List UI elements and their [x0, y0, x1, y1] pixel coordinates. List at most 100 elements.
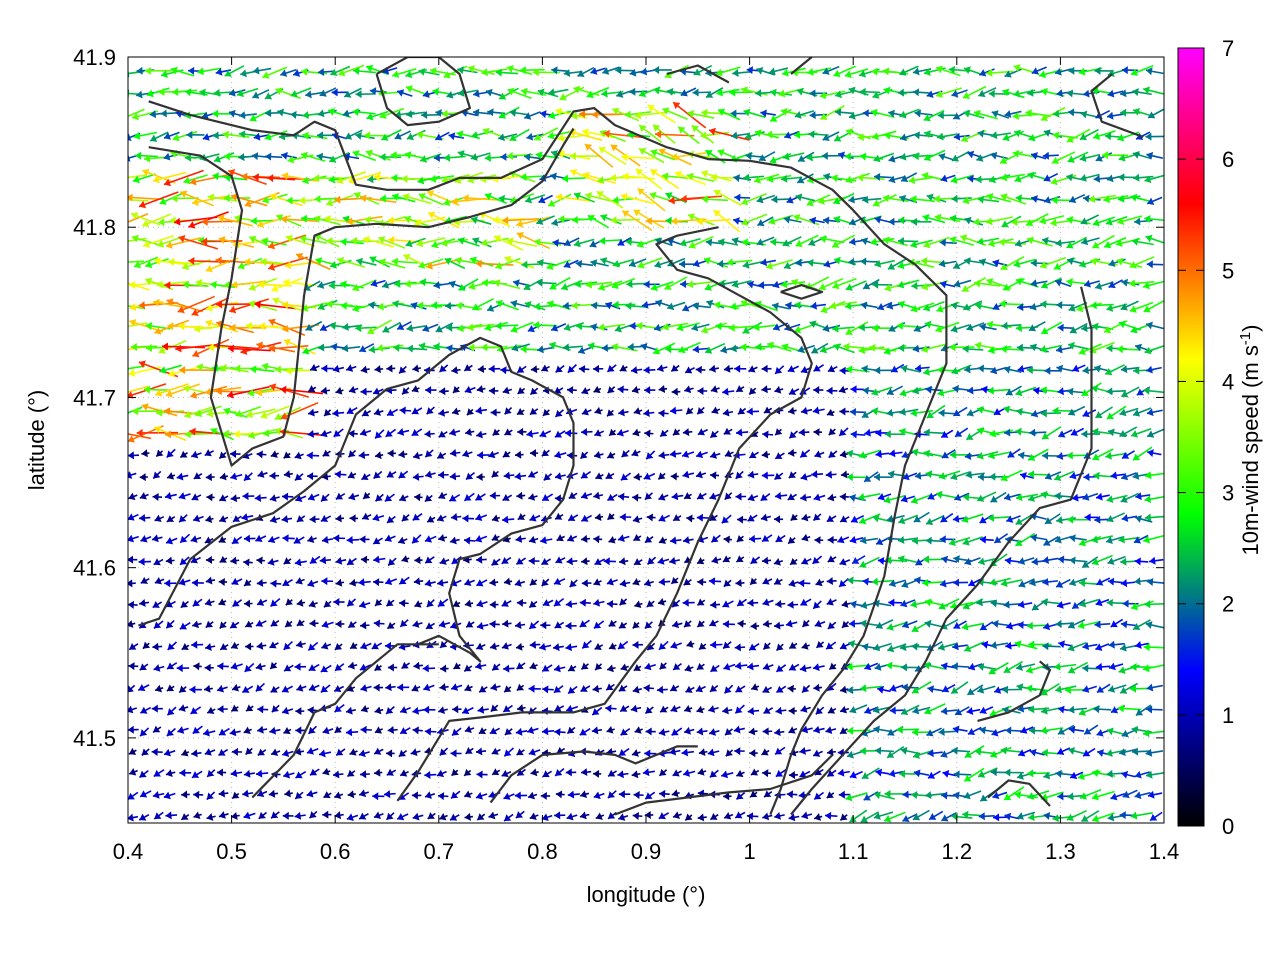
wind-arrow — [282, 578, 293, 587]
wind-arrow — [204, 536, 214, 544]
wind-arrow — [644, 386, 656, 395]
wind-arrow — [801, 642, 810, 650]
wind-arrow — [360, 365, 370, 374]
wind-arrow — [128, 406, 143, 414]
wind-arrow — [374, 706, 384, 715]
wind-arrow — [813, 428, 822, 437]
wind-arrow — [606, 512, 615, 521]
wind-arrow — [457, 89, 478, 97]
wind-arrow — [800, 598, 812, 606]
wind-arrow — [681, 748, 694, 757]
wind-arrow — [1146, 578, 1164, 587]
wind-arrow — [142, 235, 174, 248]
wind-arrow — [899, 65, 919, 76]
wind-arrow — [319, 556, 331, 565]
wind-arrow — [611, 277, 636, 290]
wind-arrow — [1083, 724, 1099, 735]
wind-arrow — [480, 237, 509, 247]
wind-arrow — [1130, 65, 1154, 77]
y-tick-label: 41.9 — [73, 45, 116, 70]
wind-arrow — [771, 302, 790, 311]
wind-arrow — [697, 578, 707, 587]
wind-arrow — [625, 301, 647, 310]
wind-arrow — [360, 621, 370, 630]
wind-arrow — [270, 811, 280, 819]
colorbar-title-close: ) — [1238, 325, 1263, 332]
wind-arrow — [349, 514, 359, 523]
wind-arrow — [206, 769, 216, 778]
wind-arrow — [823, 260, 839, 268]
wind-arrow — [385, 599, 395, 607]
wind-arrow — [711, 556, 722, 564]
wind-arrow — [417, 175, 441, 185]
wind-arrow — [725, 749, 734, 757]
wind-arrow — [412, 472, 424, 481]
wind-arrow — [245, 704, 254, 712]
wind-arrow — [849, 407, 867, 416]
wind-arrow — [1000, 579, 1023, 588]
wind-arrow — [887, 258, 907, 270]
wind-arrow — [242, 492, 255, 501]
wind-arrow — [799, 449, 811, 459]
wind-arrow — [883, 811, 906, 823]
wind-arrow — [332, 364, 345, 373]
wind-arrow — [775, 664, 787, 673]
wind-arrow — [528, 620, 540, 630]
wind-arrow — [593, 385, 602, 394]
wind-arrow — [603, 557, 616, 566]
wind-arrow — [192, 620, 202, 629]
wind-arrow — [164, 579, 177, 588]
wind-arrow — [565, 768, 577, 777]
wind-arrow — [1017, 600, 1033, 609]
wind-arrow — [871, 130, 897, 141]
wind-arrow — [783, 215, 802, 224]
wind-arrow — [435, 322, 454, 333]
wind-arrow — [414, 556, 423, 565]
wind-arrow — [554, 472, 566, 481]
wind-arrow — [309, 810, 318, 819]
wind-arrow — [1104, 364, 1125, 376]
wind-arrow — [874, 215, 891, 224]
wind-arrow — [617, 770, 629, 779]
wind-arrow — [485, 88, 504, 97]
wind-arrow — [335, 514, 345, 523]
wind-arrow — [243, 472, 253, 482]
wind-arrow — [243, 534, 256, 543]
wind-arrow — [139, 492, 149, 500]
wind-arrow — [498, 133, 518, 142]
wind-arrow — [475, 513, 488, 522]
wind-arrow — [567, 664, 577, 672]
wind-arrow — [283, 278, 317, 287]
wind-arrow — [696, 406, 705, 415]
wind-arrow — [580, 514, 592, 522]
wind-arrow — [438, 533, 448, 542]
wind-arrow — [935, 65, 961, 77]
wind-arrow — [1091, 812, 1115, 823]
wind-arrow — [230, 472, 243, 481]
wind-arrow — [521, 260, 543, 269]
wind-arrow — [642, 768, 655, 777]
wind-arrow — [961, 622, 985, 631]
wind-arrow — [1083, 279, 1100, 288]
wind-arrow — [730, 131, 750, 140]
wind-arrow — [951, 662, 970, 671]
wind-arrow — [899, 108, 920, 119]
wind-arrow — [1106, 111, 1124, 120]
wind-arrow — [839, 450, 849, 459]
wind-arrow — [619, 364, 628, 372]
x-tick-label: 0.5 — [216, 839, 247, 864]
wind-arrow — [775, 599, 786, 608]
wind-arrow — [577, 66, 595, 78]
wind-arrow — [463, 790, 473, 798]
wind-arrow — [337, 256, 366, 268]
wind-arrow — [257, 280, 292, 289]
wind-arrow — [257, 748, 267, 756]
wind-arrow — [754, 129, 779, 139]
wind-arrow — [306, 451, 320, 460]
wind-arrow — [775, 534, 786, 543]
wind-arrow — [924, 620, 944, 628]
wind-arrow — [1133, 173, 1154, 182]
wind-arrow — [768, 67, 789, 76]
wind-arrow — [294, 473, 304, 482]
wind-arrow — [598, 146, 627, 166]
